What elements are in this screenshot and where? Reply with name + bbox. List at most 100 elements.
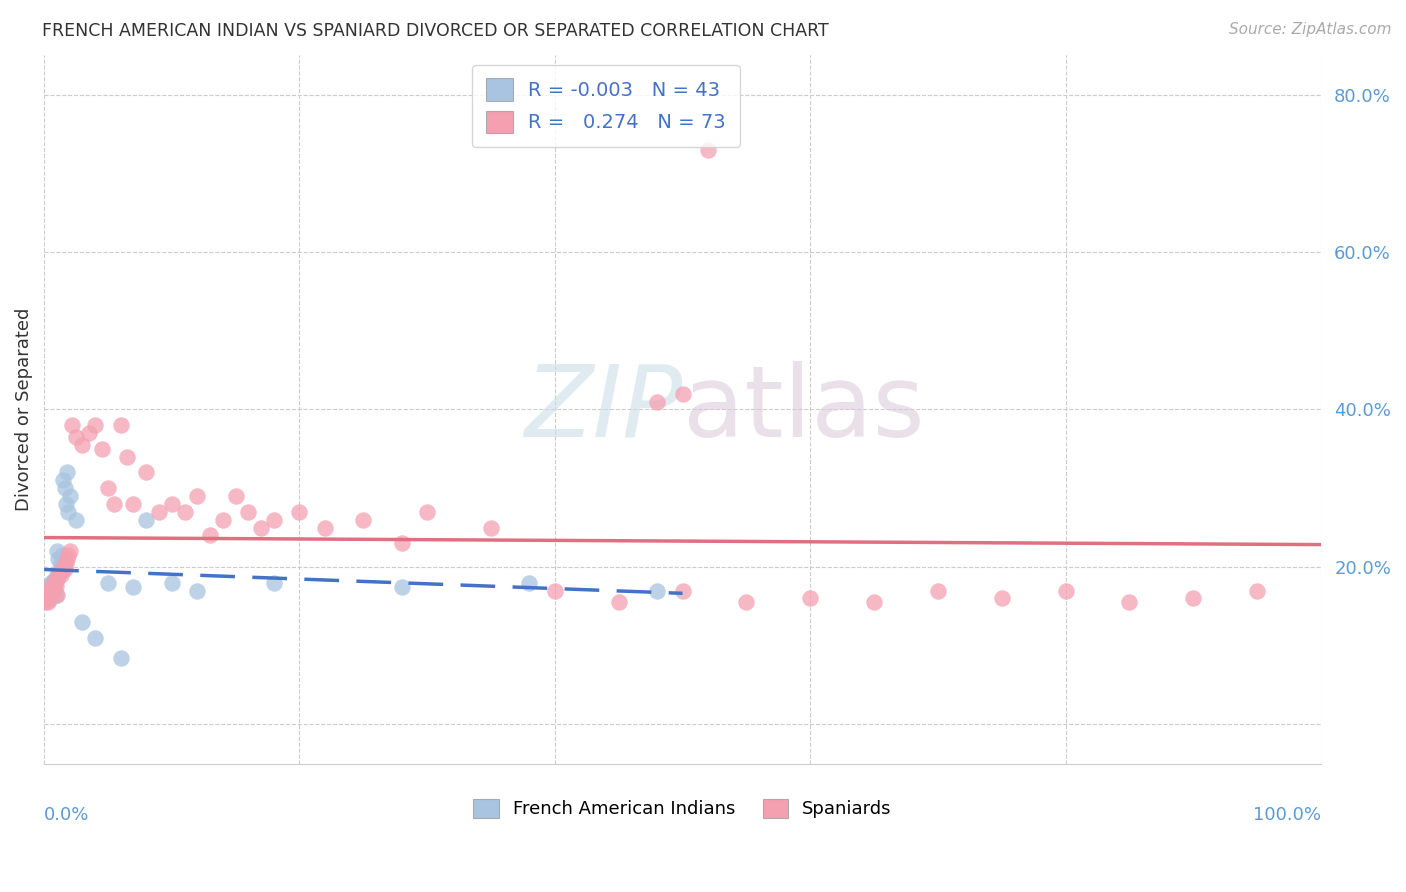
Point — [45, 574, 67, 589]
Point — [37, 589, 59, 603]
Point — [607, 595, 630, 609]
Point — [46, 552, 69, 566]
Point — [37, 580, 59, 594]
Point — [56, 552, 79, 566]
Point — [39, 588, 62, 602]
Point — [863, 595, 886, 609]
Point — [45, 567, 67, 582]
Point — [51, 548, 73, 562]
Point — [198, 528, 221, 542]
Point — [37, 591, 59, 606]
Point — [34, 583, 56, 598]
Point — [58, 505, 80, 519]
Point — [1118, 595, 1140, 609]
Point — [65, 513, 87, 527]
Point — [38, 585, 60, 599]
Point — [97, 575, 120, 590]
Point — [103, 497, 125, 511]
Text: FRENCH AMERICAN INDIAN VS SPANIARD DIVORCED OR SEPARATED CORRELATION CHART: FRENCH AMERICAN INDIAN VS SPANIARD DIVOR… — [42, 22, 830, 40]
Point — [391, 536, 413, 550]
Point — [45, 572, 67, 586]
Point — [77, 426, 100, 441]
Point — [39, 588, 62, 602]
Point — [72, 438, 94, 452]
Point — [48, 564, 70, 578]
Point — [45, 588, 67, 602]
Point — [927, 583, 949, 598]
Point — [1182, 591, 1205, 606]
Point — [49, 567, 72, 582]
Point — [416, 505, 439, 519]
Point — [517, 575, 540, 590]
Point — [799, 591, 821, 606]
Text: 100.0%: 100.0% — [1253, 806, 1320, 824]
Point — [352, 513, 374, 527]
Point — [34, 590, 56, 604]
Point — [38, 590, 60, 604]
Point — [59, 489, 82, 503]
Point — [65, 430, 87, 444]
Point — [56, 466, 79, 480]
Point — [1054, 583, 1077, 598]
Legend: French American Indians, Spaniards: French American Indians, Spaniards — [467, 791, 898, 826]
Point — [173, 505, 195, 519]
Point — [35, 585, 58, 599]
Point — [479, 520, 502, 534]
Point — [35, 593, 58, 607]
Point — [35, 588, 58, 602]
Point — [42, 585, 65, 599]
Point — [186, 583, 208, 598]
Point — [52, 474, 75, 488]
Point — [34, 588, 56, 602]
Text: 0.0%: 0.0% — [44, 806, 90, 824]
Point — [53, 561, 76, 575]
Point — [41, 580, 63, 594]
Point — [148, 505, 170, 519]
Point — [250, 520, 273, 534]
Point — [38, 583, 60, 598]
Point — [52, 560, 75, 574]
Point — [35, 591, 58, 606]
Point — [135, 513, 157, 527]
Point — [238, 505, 260, 519]
Text: atlas: atlas — [682, 361, 924, 458]
Point — [735, 595, 758, 609]
Point — [41, 582, 63, 596]
Point — [110, 418, 132, 433]
Point — [55, 497, 77, 511]
Point — [84, 418, 107, 433]
Point — [46, 569, 69, 583]
Point — [45, 544, 67, 558]
Text: Source: ZipAtlas.com: Source: ZipAtlas.com — [1229, 22, 1392, 37]
Point — [60, 418, 83, 433]
Point — [122, 497, 145, 511]
Point — [160, 497, 183, 511]
Point — [53, 481, 76, 495]
Point — [59, 544, 82, 558]
Point — [45, 579, 67, 593]
Point — [671, 583, 693, 598]
Point — [48, 566, 70, 581]
Point — [39, 577, 62, 591]
Point — [990, 591, 1012, 606]
Point — [110, 650, 132, 665]
Point — [41, 575, 63, 590]
Point — [42, 574, 65, 589]
Point — [42, 585, 65, 599]
Point — [160, 575, 183, 590]
Point — [37, 595, 59, 609]
Point — [225, 489, 247, 503]
Point — [41, 583, 63, 598]
Point — [314, 520, 336, 534]
Point — [44, 580, 66, 594]
Point — [35, 582, 58, 596]
Point — [115, 450, 138, 464]
Point — [44, 577, 66, 591]
Point — [34, 595, 56, 609]
Point — [55, 556, 77, 570]
Point — [212, 513, 235, 527]
Point — [51, 564, 73, 578]
Point — [58, 548, 80, 562]
Point — [288, 505, 311, 519]
Point — [122, 580, 145, 594]
